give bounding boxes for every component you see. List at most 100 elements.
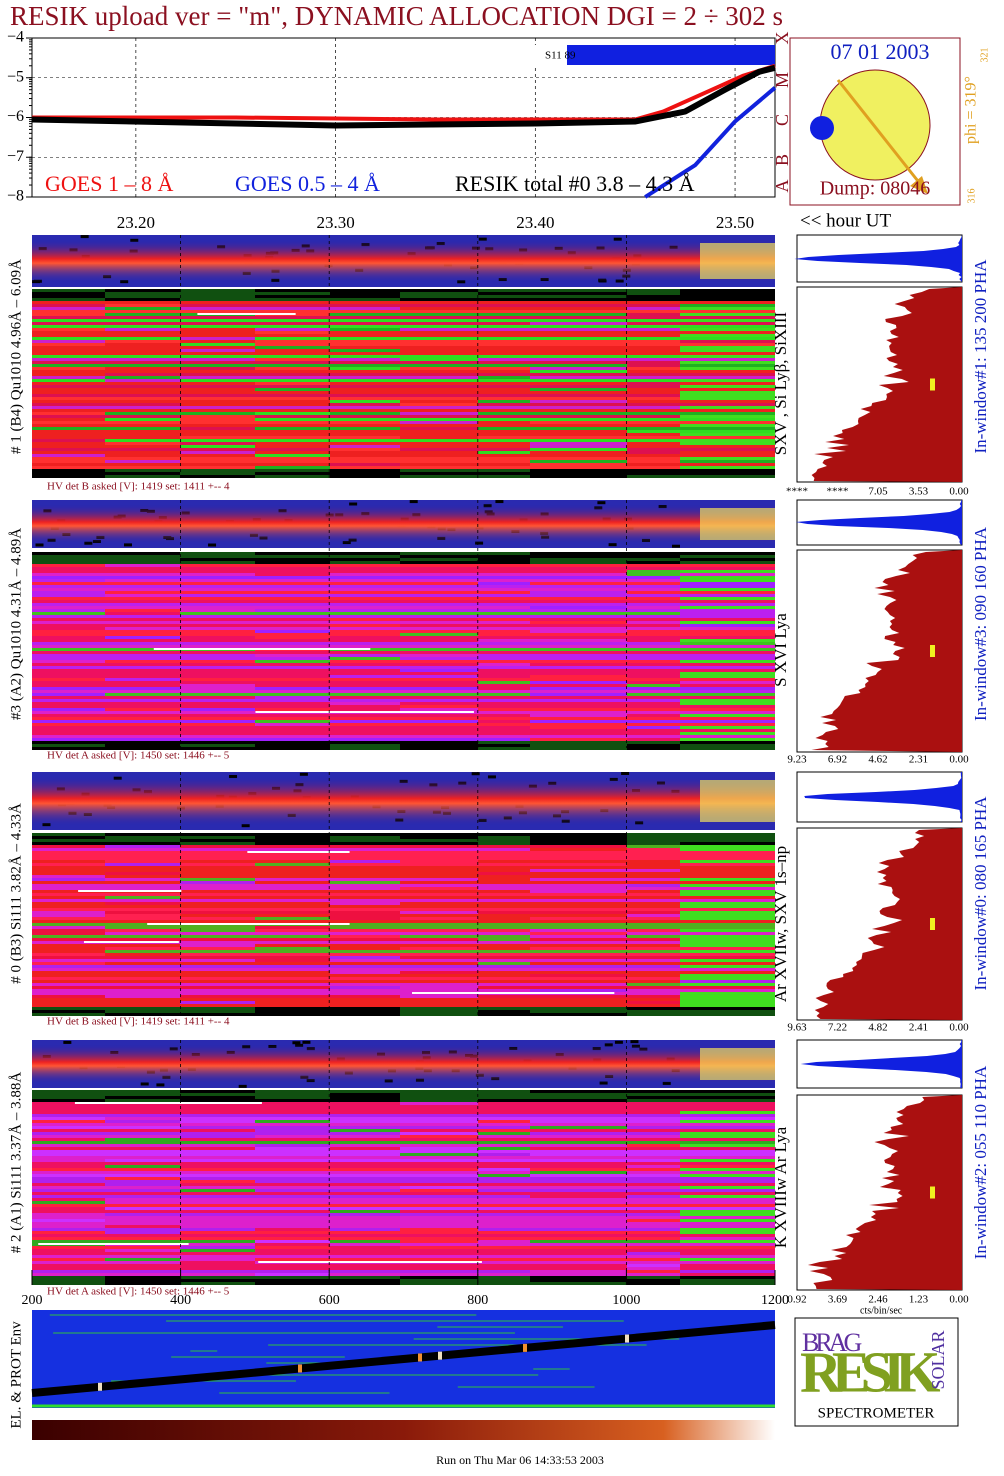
scale-label: 1.23 [909,1294,929,1306]
spec-cell [105,1114,180,1117]
spec-cell [105,579,180,582]
spec-cell [478,944,530,947]
spec-cell [627,585,680,588]
spec-cell [32,373,105,376]
spec-cell [255,642,330,645]
spec-cell [400,1117,478,1120]
spec-cell [627,1210,680,1213]
spec-cell [32,654,105,657]
spec-cell [32,1264,105,1267]
spec-cell [530,1013,627,1016]
spec-cell [530,953,627,956]
spec-cell [530,579,627,582]
spec-cell [105,657,180,660]
spec-cell [478,612,530,615]
spec-cell [530,1117,627,1120]
spec-cell [330,851,400,854]
spec-cell [478,1201,530,1204]
spec-cell [255,1258,330,1261]
spec-cell [478,1255,530,1258]
spec-cell [400,687,478,690]
spec-cell [400,735,478,738]
spec-cell [627,875,680,878]
spec-cell [180,600,255,603]
spec-cell [32,295,105,298]
spec-cell [530,1216,627,1219]
spec-cell [627,684,680,687]
hist-marker [930,918,935,930]
spec-cell [32,1114,105,1117]
spec-cell [180,376,255,379]
spec-cell [330,983,400,986]
spec-cell [530,839,627,842]
spec-cell [180,1141,255,1144]
spec-cell [105,633,180,636]
spec-cell [680,1246,775,1249]
spec-cell [530,741,627,744]
spec-cell [32,1234,105,1237]
spec-cell [680,588,775,591]
spec-cell [330,1108,400,1111]
spec-cell [478,651,530,654]
spec-cell [680,1210,775,1213]
spec-cell [255,1231,330,1234]
spec-cell [105,989,180,992]
spec-cell [530,1237,627,1240]
spec-cell [627,1132,680,1135]
spec-cell [627,738,680,741]
spec-cell [330,1279,400,1282]
spec-cell [478,669,530,672]
spec-cell [180,1138,255,1141]
spec-cell [105,720,180,723]
spec-cell [680,645,775,648]
spec-cell [627,298,680,301]
spec-cell [478,552,530,555]
spec-cell [680,851,775,854]
spec-cell [105,1261,180,1264]
spec-cell [530,1007,627,1010]
spec-cell [478,400,530,403]
spec-cell [255,615,330,618]
spec-cell [627,379,680,382]
spec-cell [627,1168,680,1171]
spec-cell [680,1222,775,1225]
spec-cell [400,364,478,367]
spec-cell [530,860,627,863]
spec-cell [32,1093,105,1096]
spec-cell [255,693,330,696]
spec-cell [400,355,478,358]
spec-cell [330,705,400,708]
spec-cell [105,334,180,337]
spec-cell [530,1174,627,1177]
spec-cell [180,1207,255,1210]
spec-cell [255,929,330,932]
spec-cell [330,1255,400,1258]
spec-cell [478,899,530,902]
spec-cell [180,989,255,992]
spec-cell [255,863,330,866]
spec-cell [400,953,478,956]
spec-cell [680,720,775,723]
spec-cell [627,594,680,597]
spec-cell [400,609,478,612]
spec-cell [478,902,530,905]
spec-cell [627,570,680,573]
spec-cell [478,427,530,430]
spec-cell [627,421,680,424]
spec-cell [330,923,400,926]
spec-cell [32,1276,105,1279]
spec-cell [627,1001,680,1004]
spec-cell [680,421,775,424]
spec-cell [105,475,180,478]
spec-cell [105,1270,180,1273]
spec-cell [330,1111,400,1114]
spec-cell [478,1001,530,1004]
spec-cell [530,1189,627,1192]
spec-cell [330,334,400,337]
spec-cell [330,1153,400,1156]
spec-cell [400,418,478,421]
spec-cell [400,1010,478,1013]
spec-cell [400,956,478,959]
spec-cell [255,747,330,750]
spec-cell [105,1231,180,1234]
